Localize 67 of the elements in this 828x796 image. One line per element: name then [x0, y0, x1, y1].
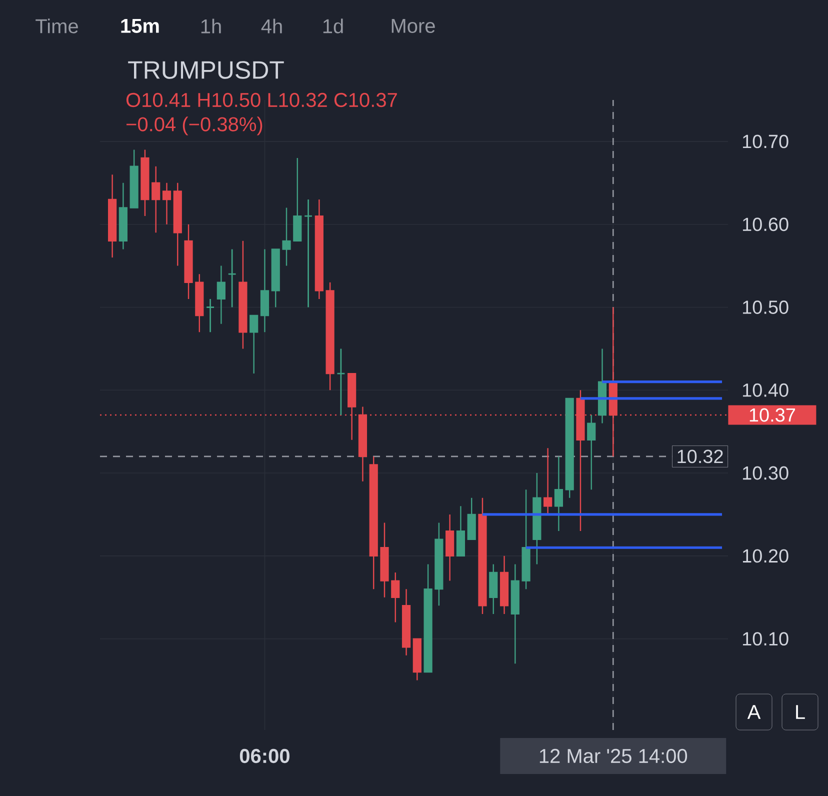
x-tick-label: 06:00 — [240, 748, 290, 764]
candlestick — [522, 489, 530, 590]
y-tick-label: 10.40 — [742, 383, 788, 397]
chart-subtitle: O10.41 H10.50 L10.32 C10.37 — [126, 92, 397, 108]
candlestick — [293, 157, 302, 242]
candlestick — [336, 348, 346, 416]
candlestick — [544, 448, 552, 516]
candlestick — [532, 472, 542, 565]
candlestick — [489, 564, 498, 615]
candlestick — [228, 248, 236, 308]
x-tick-label: 12 Mar '25 14:00 — [540, 748, 688, 764]
text: Time — [36, 18, 78, 34]
candlestick — [369, 456, 378, 590]
candlestick — [304, 198, 313, 308]
text: A — [747, 705, 761, 719]
candlestick — [510, 564, 520, 664]
candlestick — [412, 638, 422, 681]
candlestick — [467, 497, 476, 540]
candlestick — [434, 522, 444, 606]
candlestick — [250, 314, 258, 374]
candlestick — [118, 182, 128, 250]
text: 4h — [261, 18, 282, 34]
candlestick — [238, 240, 248, 350]
candlestick — [271, 248, 280, 308]
candlestick — [326, 282, 334, 391]
candlestick — [587, 414, 596, 490]
annotation: −0.04 (−0.38%) — [126, 116, 262, 136]
candlestick — [358, 406, 368, 482]
ref-line-label: 10.37 — [750, 408, 796, 422]
text: 1h — [201, 18, 221, 34]
candlestick — [130, 149, 138, 208]
candlestick — [608, 306, 618, 458]
y-tick-label: 10.20 — [742, 549, 788, 563]
candlestick — [424, 564, 432, 673]
candlestick — [314, 198, 324, 300]
candlestick — [380, 522, 389, 598]
candlestick — [152, 166, 160, 234]
text: 1d — [323, 18, 343, 34]
candlestick — [260, 248, 270, 333]
ref-line-label: 10.32 — [678, 450, 723, 464]
candlestick — [140, 149, 150, 217]
y-tick-label: 10.50 — [742, 300, 788, 314]
candlestick — [391, 572, 400, 623]
chart-title: TRUMPUSDT — [128, 61, 284, 79]
candlestick — [565, 398, 574, 498]
candlestick — [500, 555, 509, 615]
candlestick — [184, 224, 193, 300]
candlestick — [478, 497, 487, 615]
y-tick-label: 10.30 — [742, 466, 788, 480]
candlestick — [206, 298, 215, 333]
candlestick — [195, 273, 204, 333]
candlestick — [173, 182, 182, 266]
text: 15m — [121, 19, 159, 33]
candlestick — [282, 207, 291, 266]
candlestick — [162, 182, 172, 225]
candlestick — [402, 588, 411, 656]
y-tick-label: 10.60 — [742, 218, 788, 232]
candlestick — [598, 348, 607, 424]
candlestick — [216, 265, 226, 324]
candlestick — [456, 506, 466, 557]
y-tick-label: 10.10 — [742, 632, 788, 646]
candlestick — [554, 456, 564, 532]
text: More — [392, 19, 435, 33]
candlestick — [446, 514, 454, 582]
text: L — [796, 705, 805, 719]
y-tick-label: 10.70 — [742, 134, 788, 148]
candlestick — [108, 174, 117, 258]
